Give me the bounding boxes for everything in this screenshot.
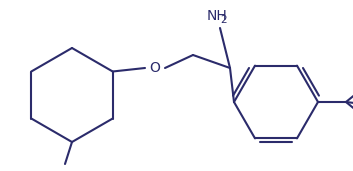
Text: 2: 2 (221, 15, 227, 25)
Text: NH: NH (207, 9, 227, 23)
Text: O: O (150, 61, 160, 75)
